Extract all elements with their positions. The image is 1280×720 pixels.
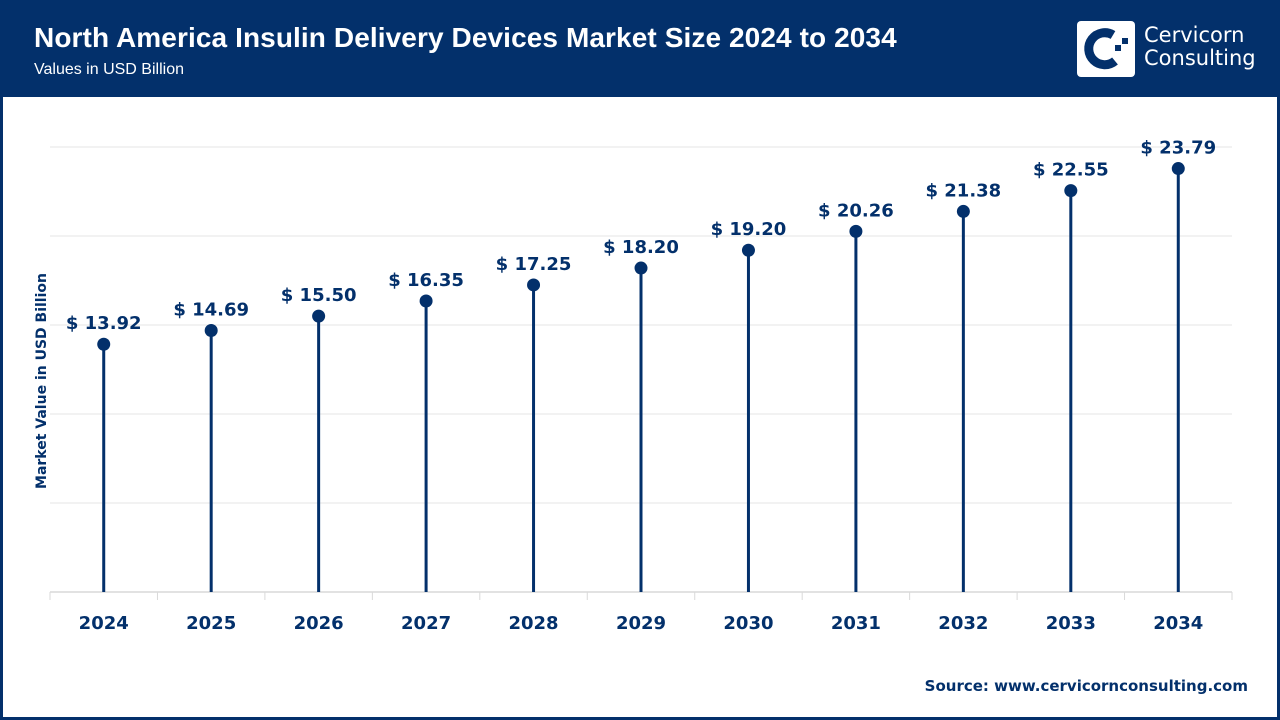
x-tick-label: 2030 [723, 613, 773, 634]
data-label: $ 23.79 [1140, 138, 1216, 159]
y-axis-label: Market Value in USD Billion [34, 273, 50, 489]
x-tick-label: 2026 [294, 613, 344, 634]
data-label: $ 15.50 [281, 285, 357, 306]
x-tick-label: 2032 [938, 613, 988, 634]
logo-line-1: Cervicorn [1144, 23, 1245, 47]
data-label: $ 14.69 [173, 300, 249, 321]
lollipop-dot [527, 278, 541, 292]
header-banner: North America Insulin Delivery Devices M… [0, 0, 1280, 97]
lollipop-dot [1064, 184, 1078, 198]
x-tick-label: 2033 [1046, 613, 1096, 634]
data-label: $ 17.25 [496, 254, 572, 275]
data-label: $ 19.20 [711, 219, 787, 240]
data-label: $ 16.35 [388, 270, 464, 291]
x-tick-label: 2031 [831, 613, 881, 634]
x-tick-label: 2024 [79, 613, 129, 634]
logo-line-2: Consulting [1144, 46, 1256, 70]
data-label: $ 13.92 [66, 313, 142, 334]
lollipop-dot [956, 204, 970, 218]
x-tick-label: 2025 [186, 613, 236, 634]
lollipop-dot [849, 224, 863, 238]
lollipop-dot [204, 324, 218, 338]
x-tick-label: 2034 [1153, 613, 1203, 634]
x-tick-label: 2028 [508, 613, 558, 634]
data-marks: $ 13.92 $ 14.69 $ 15.50 $ 16.35 $ 17.25 $ 18.… [66, 138, 1216, 592]
lollipop-dot [312, 309, 326, 323]
data-label: $ 21.38 [925, 180, 1001, 201]
x-tick-label: 2027 [401, 613, 451, 634]
chart-title: North America Insulin Delivery Devices M… [34, 22, 897, 53]
source-note: Source: www.cervicornconsulting.com [924, 677, 1248, 695]
lollipop-dot [1171, 162, 1185, 176]
data-label: $ 18.20 [603, 237, 679, 258]
chart-subtitle: Values in USD Billion [34, 61, 184, 78]
data-label: $ 22.55 [1033, 160, 1109, 181]
company-logo-text: Cervicorn Consulting [1144, 24, 1256, 70]
cervicorn-logo-icon [1077, 21, 1135, 77]
lollipop-dot [97, 337, 111, 351]
lollipop-dot [741, 243, 755, 257]
data-label: $ 20.26 [818, 200, 894, 221]
x-tick-label: 2029 [616, 613, 666, 634]
lollipop-dot [419, 294, 433, 308]
lollipop-dot [634, 261, 648, 275]
